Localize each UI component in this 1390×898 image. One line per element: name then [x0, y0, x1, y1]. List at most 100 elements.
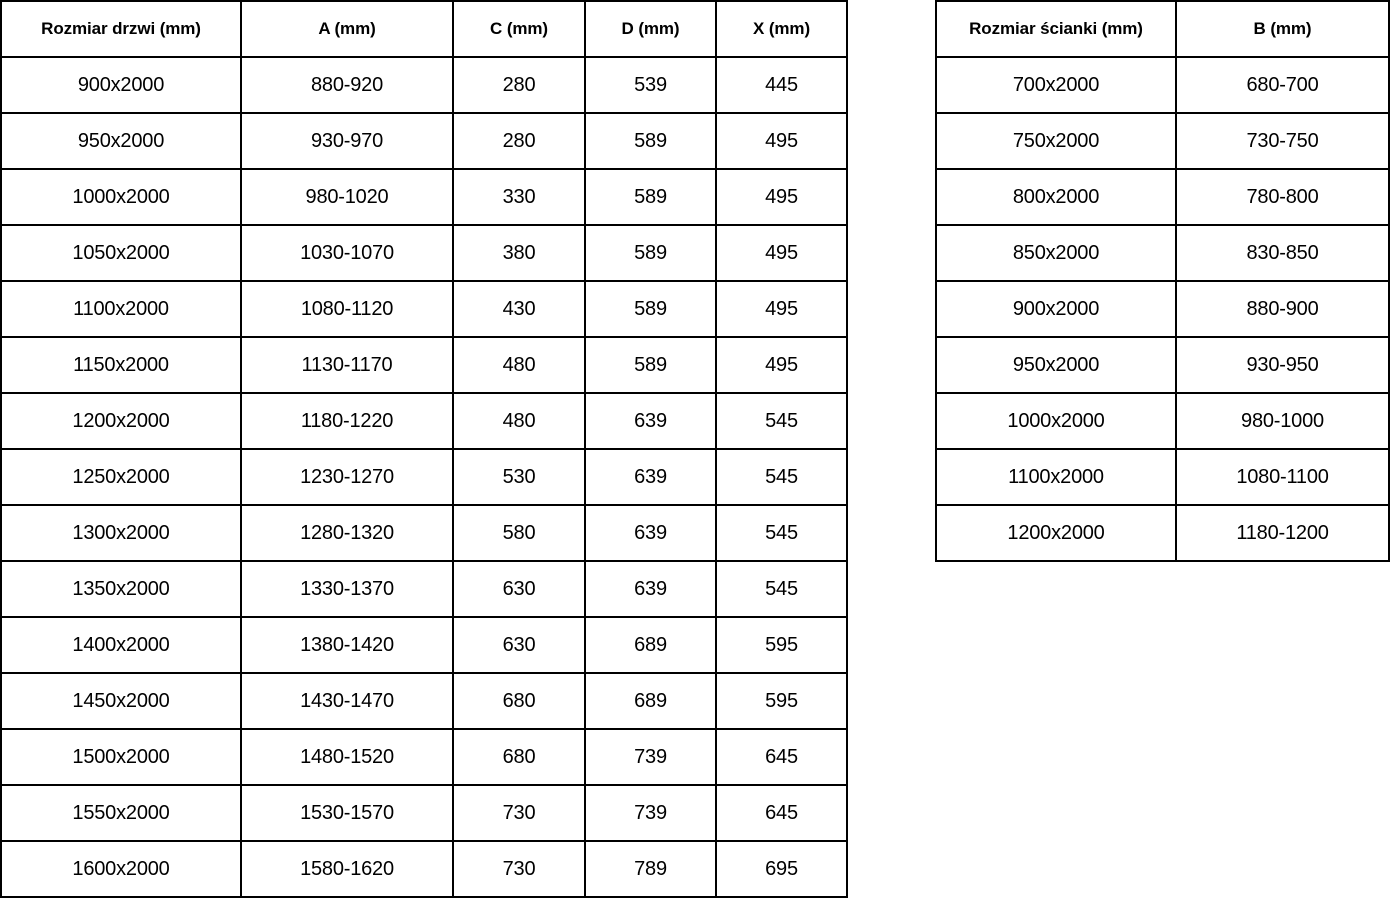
cell-d: 689	[584, 672, 717, 730]
cell-a: 1330-1370	[240, 560, 454, 618]
column-header-d: D (mm)	[584, 0, 717, 58]
cell-d: 689	[584, 616, 717, 674]
table-row: 1550x2000 1530-1570 730 739 645	[0, 784, 848, 842]
cell-x: 645	[715, 728, 848, 786]
cell-x: 695	[715, 840, 848, 898]
cell-x: 595	[715, 616, 848, 674]
column-header-wall-size: Rozmiar ścianki (mm)	[935, 0, 1177, 58]
cell-c: 730	[452, 840, 586, 898]
table-row: 950x2000 930-970 280 589 495	[0, 112, 848, 170]
cell-a: 1030-1070	[240, 224, 454, 282]
cell-c: 680	[452, 728, 586, 786]
cell-d: 589	[584, 280, 717, 338]
cell-d: 739	[584, 784, 717, 842]
table-row: 900x2000 880-920 280 539 445	[0, 56, 848, 114]
cell-x: 545	[715, 448, 848, 506]
cell-x: 545	[715, 392, 848, 450]
table-row: 700x2000 680-700	[935, 56, 1390, 114]
cell-d: 639	[584, 504, 717, 562]
cell-wall-size: 750x2000	[935, 112, 1177, 170]
cell-d: 639	[584, 392, 717, 450]
cell-a: 1130-1170	[240, 336, 454, 394]
cell-b: 830-850	[1175, 224, 1390, 282]
cell-c: 630	[452, 616, 586, 674]
table-row: 1600x2000 1580-1620 730 789 695	[0, 840, 848, 898]
cell-wall-size: 1100x2000	[935, 448, 1177, 506]
door-table-body: 900x2000 880-920 280 539 445 950x2000 930-970 2…	[0, 56, 848, 898]
cell-d: 789	[584, 840, 717, 898]
cell-a: 1430-1470	[240, 672, 454, 730]
cell-b: 1080-1100	[1175, 448, 1390, 506]
cell-x: 645	[715, 784, 848, 842]
cell-d: 639	[584, 560, 717, 618]
cell-x: 545	[715, 504, 848, 562]
cell-door-size: 1050x2000	[0, 224, 242, 282]
cell-b: 880-900	[1175, 280, 1390, 338]
cell-x: 495	[715, 224, 848, 282]
table-row: 1250x2000 1230-1270 530 639 545	[0, 448, 848, 506]
cell-c: 280	[452, 56, 586, 114]
cell-door-size: 1550x2000	[0, 784, 242, 842]
table-row: 900x2000 880-900	[935, 280, 1390, 338]
cell-c: 730	[452, 784, 586, 842]
cell-b: 930-950	[1175, 336, 1390, 394]
table-header-row: Rozmiar drzwi (mm) A (mm) C (mm) D (mm) …	[0, 0, 848, 58]
cell-c: 430	[452, 280, 586, 338]
cell-d: 589	[584, 112, 717, 170]
cell-door-size: 1100x2000	[0, 280, 242, 338]
cell-door-size: 1450x2000	[0, 672, 242, 730]
table-row: 850x2000 830-850	[935, 224, 1390, 282]
cell-a: 1280-1320	[240, 504, 454, 562]
cell-c: 530	[452, 448, 586, 506]
cell-x: 495	[715, 336, 848, 394]
cell-door-size: 1200x2000	[0, 392, 242, 450]
cell-x: 495	[715, 168, 848, 226]
cell-c: 680	[452, 672, 586, 730]
cell-x: 495	[715, 112, 848, 170]
cell-a: 1380-1420	[240, 616, 454, 674]
cell-d: 589	[584, 336, 717, 394]
table-row: 1200x2000 1180-1200	[935, 504, 1390, 562]
table-row: 1400x2000 1380-1420 630 689 595	[0, 616, 848, 674]
cell-wall-size: 800x2000	[935, 168, 1177, 226]
door-size-table: Rozmiar drzwi (mm) A (mm) C (mm) D (mm) …	[0, 0, 848, 898]
cell-door-size: 1600x2000	[0, 840, 242, 898]
column-header-door-size: Rozmiar drzwi (mm)	[0, 0, 242, 58]
cell-wall-size: 900x2000	[935, 280, 1177, 338]
cell-c: 480	[452, 336, 586, 394]
cell-c: 630	[452, 560, 586, 618]
cell-d: 589	[584, 168, 717, 226]
cell-door-size: 1400x2000	[0, 616, 242, 674]
cell-b: 1180-1200	[1175, 504, 1390, 562]
cell-door-size: 950x2000	[0, 112, 242, 170]
cell-c: 330	[452, 168, 586, 226]
table-row: 1000x2000 980-1000	[935, 392, 1390, 450]
table-row: 800x2000 780-800	[935, 168, 1390, 226]
table-row: 1200x2000 1180-1220 480 639 545	[0, 392, 848, 450]
table-row: 1500x2000 1480-1520 680 739 645	[0, 728, 848, 786]
cell-c: 580	[452, 504, 586, 562]
column-header-c: C (mm)	[452, 0, 586, 58]
door-table-header: Rozmiar drzwi (mm) A (mm) C (mm) D (mm) …	[0, 0, 848, 58]
table-header-row: Rozmiar ścianki (mm) B (mm)	[935, 0, 1390, 58]
cell-d: 639	[584, 448, 717, 506]
cell-wall-size: 700x2000	[935, 56, 1177, 114]
table-row: 1450x2000 1430-1470 680 689 595	[0, 672, 848, 730]
cell-a: 1530-1570	[240, 784, 454, 842]
cell-b: 730-750	[1175, 112, 1390, 170]
cell-x: 545	[715, 560, 848, 618]
table-row: 1050x2000 1030-1070 380 589 495	[0, 224, 848, 282]
cell-a: 980-1020	[240, 168, 454, 226]
table-row: 1150x2000 1130-1170 480 589 495	[0, 336, 848, 394]
cell-x: 445	[715, 56, 848, 114]
table-row: 1100x2000 1080-1120 430 589 495	[0, 280, 848, 338]
wall-table-body: 700x2000 680-700 750x2000 730-750 800x2000 78…	[935, 56, 1390, 562]
cell-c: 280	[452, 112, 586, 170]
cell-d: 589	[584, 224, 717, 282]
cell-door-size: 1350x2000	[0, 560, 242, 618]
cell-door-size: 1500x2000	[0, 728, 242, 786]
cell-b: 780-800	[1175, 168, 1390, 226]
cell-wall-size: 1200x2000	[935, 504, 1177, 562]
cell-x: 495	[715, 280, 848, 338]
